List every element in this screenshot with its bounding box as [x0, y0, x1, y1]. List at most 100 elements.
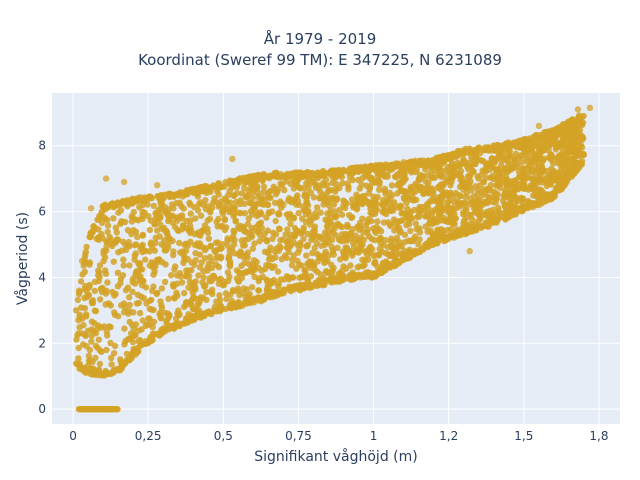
data-point: [89, 371, 96, 378]
data-point: [268, 278, 275, 285]
data-point: [329, 179, 336, 187]
data-point: [123, 350, 131, 358]
data-point: [101, 254, 109, 261]
data-point: [215, 180, 222, 187]
data-point: [110, 350, 118, 357]
data-point: [157, 221, 164, 228]
data-point: [230, 213, 237, 220]
y-tick-label: 4: [38, 270, 46, 284]
data-point: [340, 197, 347, 204]
data-point: [150, 306, 157, 314]
data-point: [380, 219, 388, 226]
data-point: [478, 157, 486, 164]
data-point: [74, 296, 82, 304]
data-point: [129, 288, 136, 295]
data-point: [336, 184, 343, 192]
data-point: [325, 201, 332, 209]
data-point: [176, 322, 183, 330]
data-point: [102, 367, 109, 375]
data-point: [219, 282, 227, 289]
data-point: [277, 276, 284, 283]
data-point: [519, 195, 527, 202]
data-point: [395, 171, 403, 178]
data-point: [74, 332, 81, 339]
data-point: [215, 215, 222, 223]
data-point: [410, 197, 417, 204]
data-point: [556, 124, 563, 131]
x-tick-label: 1,8: [589, 429, 608, 443]
data-point: [140, 295, 148, 302]
data-point: [176, 189, 183, 196]
data-point: [416, 229, 424, 236]
data-point: [412, 220, 419, 227]
data-point: [273, 288, 280, 295]
data-point: [114, 236, 121, 243]
data-point: [545, 141, 553, 149]
data-point: [283, 211, 291, 218]
data-point: [330, 201, 338, 208]
data-point: [460, 209, 467, 216]
data-point: [118, 247, 125, 254]
data-point: [368, 174, 376, 182]
data-point: [411, 233, 419, 240]
data-point: [323, 193, 330, 200]
data-point: [266, 254, 274, 261]
data-point: [199, 279, 206, 286]
data-point: [499, 197, 507, 204]
data-point: [248, 284, 256, 291]
data-point: [412, 247, 419, 254]
data-point: [455, 170, 462, 177]
data-point: [102, 270, 110, 277]
data-point: [255, 221, 262, 229]
data-point: [223, 197, 230, 204]
data-point: [233, 302, 240, 310]
y-tick-label: 2: [38, 336, 46, 350]
data-point: [130, 227, 137, 234]
data-point: [142, 256, 149, 263]
data-point: [159, 259, 166, 266]
data-point: [412, 168, 420, 176]
data-point: [125, 242, 132, 250]
data-point: [135, 299, 143, 307]
data-point: [162, 209, 169, 216]
data-point: [82, 248, 90, 256]
data-point: [224, 269, 232, 276]
data-point: [104, 216, 111, 224]
data-point: [146, 297, 154, 304]
data-point: [523, 148, 531, 155]
data-point: [107, 339, 114, 347]
data-point: [96, 296, 104, 303]
data-point: [463, 214, 470, 222]
data-point: [494, 215, 502, 222]
data-point: [243, 178, 250, 185]
data-point: [349, 176, 356, 184]
data-point: [444, 199, 451, 206]
data-point: [96, 360, 104, 368]
data-point: [353, 191, 360, 198]
data-point: [91, 278, 99, 285]
x-tick-label: 0,25: [135, 429, 162, 443]
data-point: [412, 157, 419, 165]
data-point: [473, 147, 480, 154]
data-point: [486, 207, 493, 214]
data-point: [292, 201, 300, 208]
data-point: [268, 263, 276, 270]
data-point: [132, 272, 139, 279]
data-point: [438, 157, 445, 165]
data-point: [318, 235, 326, 242]
data-point: [509, 164, 516, 171]
data-point: [233, 177, 240, 184]
data-point: [303, 275, 310, 282]
data-point: [282, 231, 289, 238]
data-point: [399, 253, 406, 261]
data-point: [344, 180, 351, 187]
data-point: [555, 154, 563, 161]
data-point: [492, 182, 500, 189]
data-point: [228, 245, 236, 252]
data-point: [126, 318, 133, 326]
data-point: [163, 318, 170, 325]
data-point: [406, 213, 414, 220]
data-point: [424, 228, 431, 235]
